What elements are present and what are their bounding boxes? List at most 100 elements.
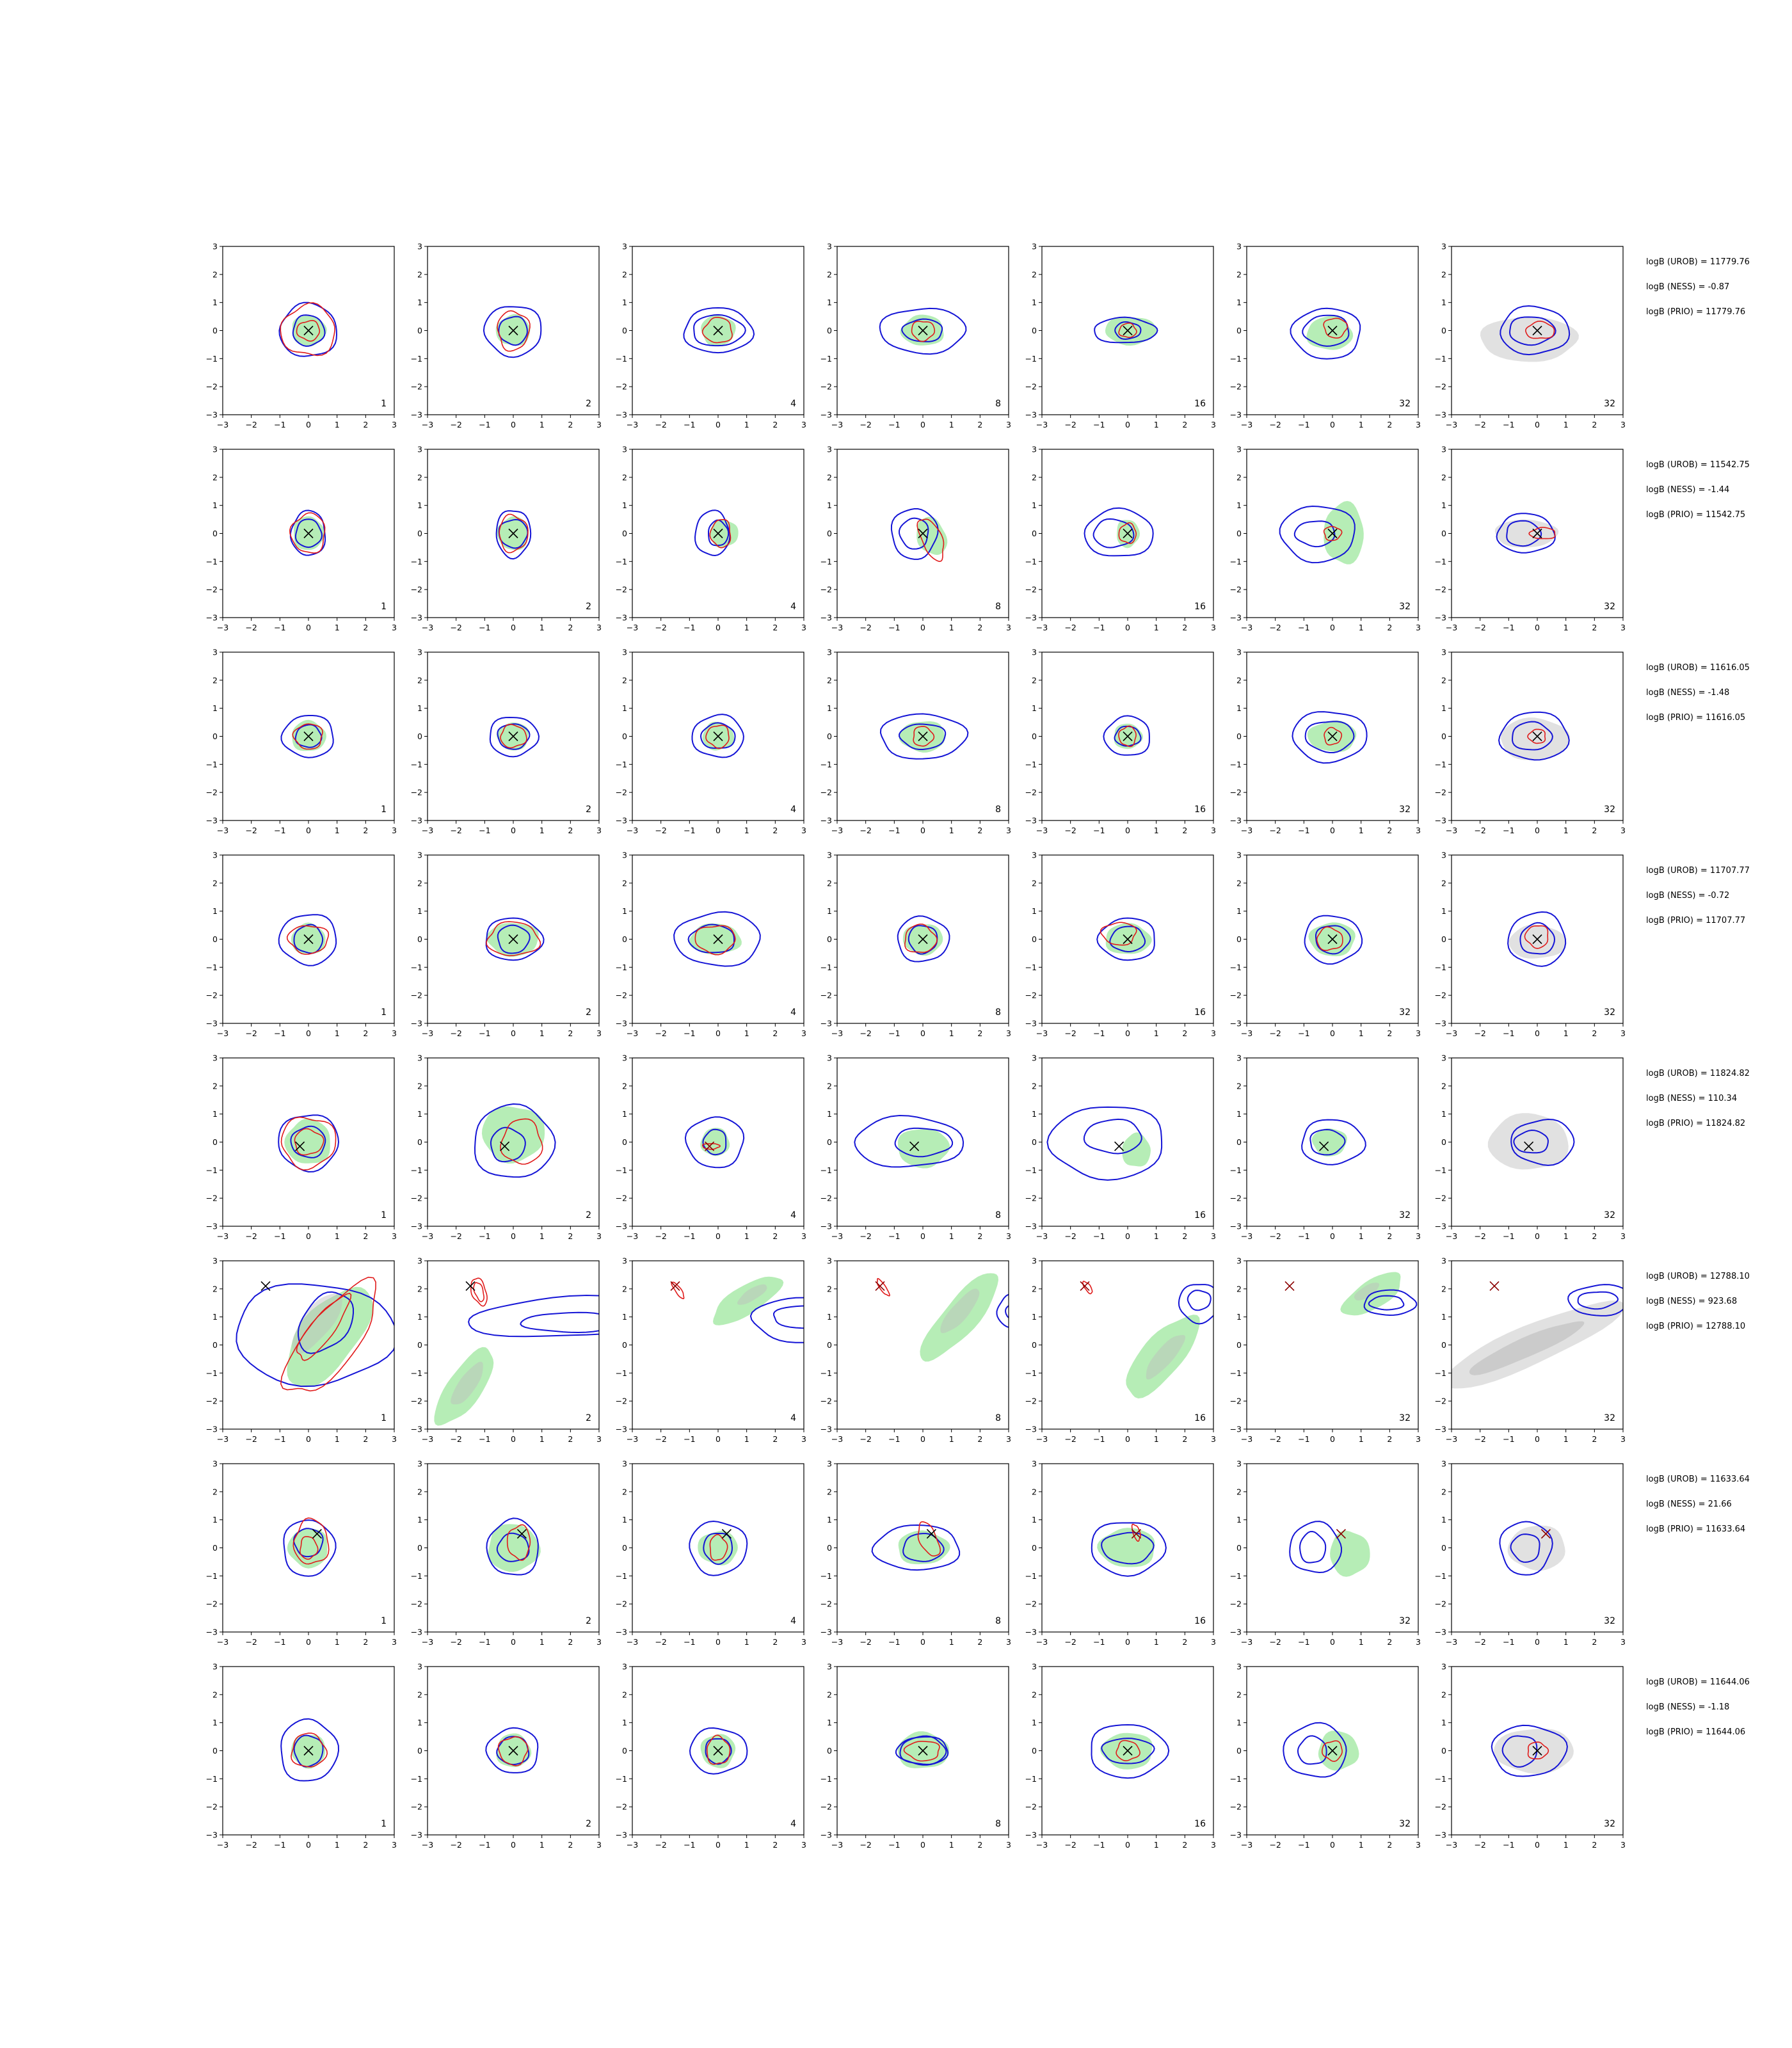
blue-contour [691,714,744,758]
panel-r3-c3: −3−3 −2 −2 −1 −1 0 0 1 1 2 2 3 3 4 [616,648,806,836]
red-contour [296,1293,352,1361]
panel-contours [1279,500,1364,564]
y-tick-label: 2 [827,1284,832,1293]
panel-r8-c7: −3−3 −2 −2 −1 −1 0 0 1 1 2 2 3 3 32 [1435,1662,1626,1850]
panel-r1-c1: −3−3 −2 −2 −1 −1 0 0 1 1 2 2 3 3 1 [206,242,397,430]
x-tick-label: 2 [568,1028,573,1038]
panel-contours [1491,1724,1574,1777]
true-parameter-marker [1284,1281,1295,1292]
x-tick-label: 2 [1387,1028,1392,1038]
y-tick-label: 0 [1441,1746,1446,1756]
x-tick-label: 3 [1006,1231,1011,1241]
panel-contours [486,1517,541,1576]
y-tick-label: −3 [1230,1830,1242,1840]
row-stat-3: logB (PRIO) = 11616.05 [1646,713,1745,723]
panel-annotation: 8 [995,399,1001,409]
y-tick-label: 0 [1032,1340,1037,1350]
y-tick-label: 2 [622,1487,627,1496]
y-tick-label: −3 [1230,1425,1242,1434]
y-tick-label: −2 [206,1599,218,1609]
true-parameter-marker [1524,1141,1534,1151]
y-tick-label: −3 [616,1628,627,1637]
x-tick-label: 3 [1006,1637,1011,1647]
y-tick-label: −1 [1435,557,1446,566]
y-tick-label: 1 [827,298,832,307]
x-tick-label: 2 [568,1840,573,1850]
y-tick-label: −1 [820,760,832,769]
y-tick-label: 3 [1032,445,1037,454]
x-tick-label: −3 [1036,1840,1048,1850]
true-parameter-marker [1540,1529,1551,1539]
y-tick-label: 3 [1032,648,1037,657]
panel-contours [1096,917,1155,961]
blue-contour [1309,1128,1346,1156]
panel-contours [684,1116,745,1169]
x-tick-label: −1 [1503,826,1514,835]
x-tick-label: 2 [1387,1637,1392,1647]
x-tick-label: 0 [716,1028,721,1038]
y-tick-label: 2 [827,878,832,888]
x-tick-label: 0 [1330,1637,1335,1647]
y-tick-label: 1 [212,906,218,916]
x-tick-label: 1 [744,1434,749,1444]
row-stat-2: logB (NESS) = -1.18 [1646,1702,1729,1712]
x-tick-label: −1 [274,1840,285,1850]
true-parameter-marker [508,731,518,742]
x-tick-label: 1 [335,1637,340,1647]
y-tick-label: −3 [1025,410,1037,420]
panel-contours [1284,1272,1418,1316]
blue-contour [1496,513,1556,554]
true-parameter-marker [918,325,928,336]
blue-contour [1109,925,1146,953]
x-tick-label: 2 [363,623,368,632]
panel-annotation: 8 [995,1210,1001,1220]
y-tick-label: 3 [417,1053,422,1063]
y-tick-label: −2 [1025,382,1037,392]
x-tick-label: −2 [655,420,666,429]
panel-r8-c5: −3−3 −2 −2 −1 −1 0 0 1 1 2 2 3 3 16 [1025,1662,1216,1850]
panel-annotation: 2 [586,1413,591,1423]
x-tick-label: 0 [306,623,311,632]
y-tick-label: 2 [622,1081,627,1091]
y-tick-label: 2 [1236,675,1242,685]
y-tick-label: −1 [820,1165,832,1175]
x-tick-label: 2 [772,623,778,632]
y-tick-label: 0 [212,1340,218,1350]
panel-r8-c3: −3−3 −2 −2 −1 −1 0 0 1 1 2 2 3 3 4 [616,1662,806,1850]
panel-contours [278,1114,340,1173]
panel-r2-c6: −3−3 −2 −2 −1 −1 0 0 1 1 2 2 3 3 32 [1230,445,1421,633]
x-tick-label: 0 [1535,1231,1540,1241]
blue-contour [897,915,950,963]
y-tick-label: 3 [1441,1256,1446,1266]
y-tick-label: 2 [1236,1081,1242,1091]
gray-density-region [1469,1321,1585,1375]
y-tick-label: −3 [1230,410,1242,420]
x-tick-label: −1 [479,826,490,835]
x-tick-label: 1 [1359,420,1364,429]
y-tick-label: −2 [1230,1396,1242,1406]
green-density-region [920,1273,998,1362]
x-tick-label: 0 [716,420,721,429]
gray-density-region [451,1361,483,1405]
x-tick-label: 3 [1006,420,1011,429]
panel-r7-c6: −3−3 −2 −2 −1 −1 0 0 1 1 2 2 3 3 32 [1230,1459,1421,1647]
y-tick-label: 2 [622,1284,627,1293]
blue-contour [1507,911,1567,967]
panel-contours [1080,1281,1213,1399]
x-tick-label: 2 [1592,1840,1597,1850]
panel-annotation: 16 [1194,1210,1206,1220]
y-tick-label: 0 [417,1746,422,1756]
x-tick-label: 3 [801,1840,806,1850]
panel-annotation: 4 [790,804,796,815]
y-tick-label: −2 [1230,1599,1242,1609]
y-tick-label: 2 [827,675,832,685]
x-tick-label: 2 [772,1231,778,1241]
green-density-region [897,1128,950,1169]
true-parameter-marker [1489,1281,1500,1292]
x-tick-label: −3 [831,623,843,632]
x-tick-label: −2 [1474,826,1485,835]
y-tick-label: −1 [206,963,218,972]
y-tick-label: 3 [417,1459,422,1469]
y-tick-label: −1 [411,963,422,972]
